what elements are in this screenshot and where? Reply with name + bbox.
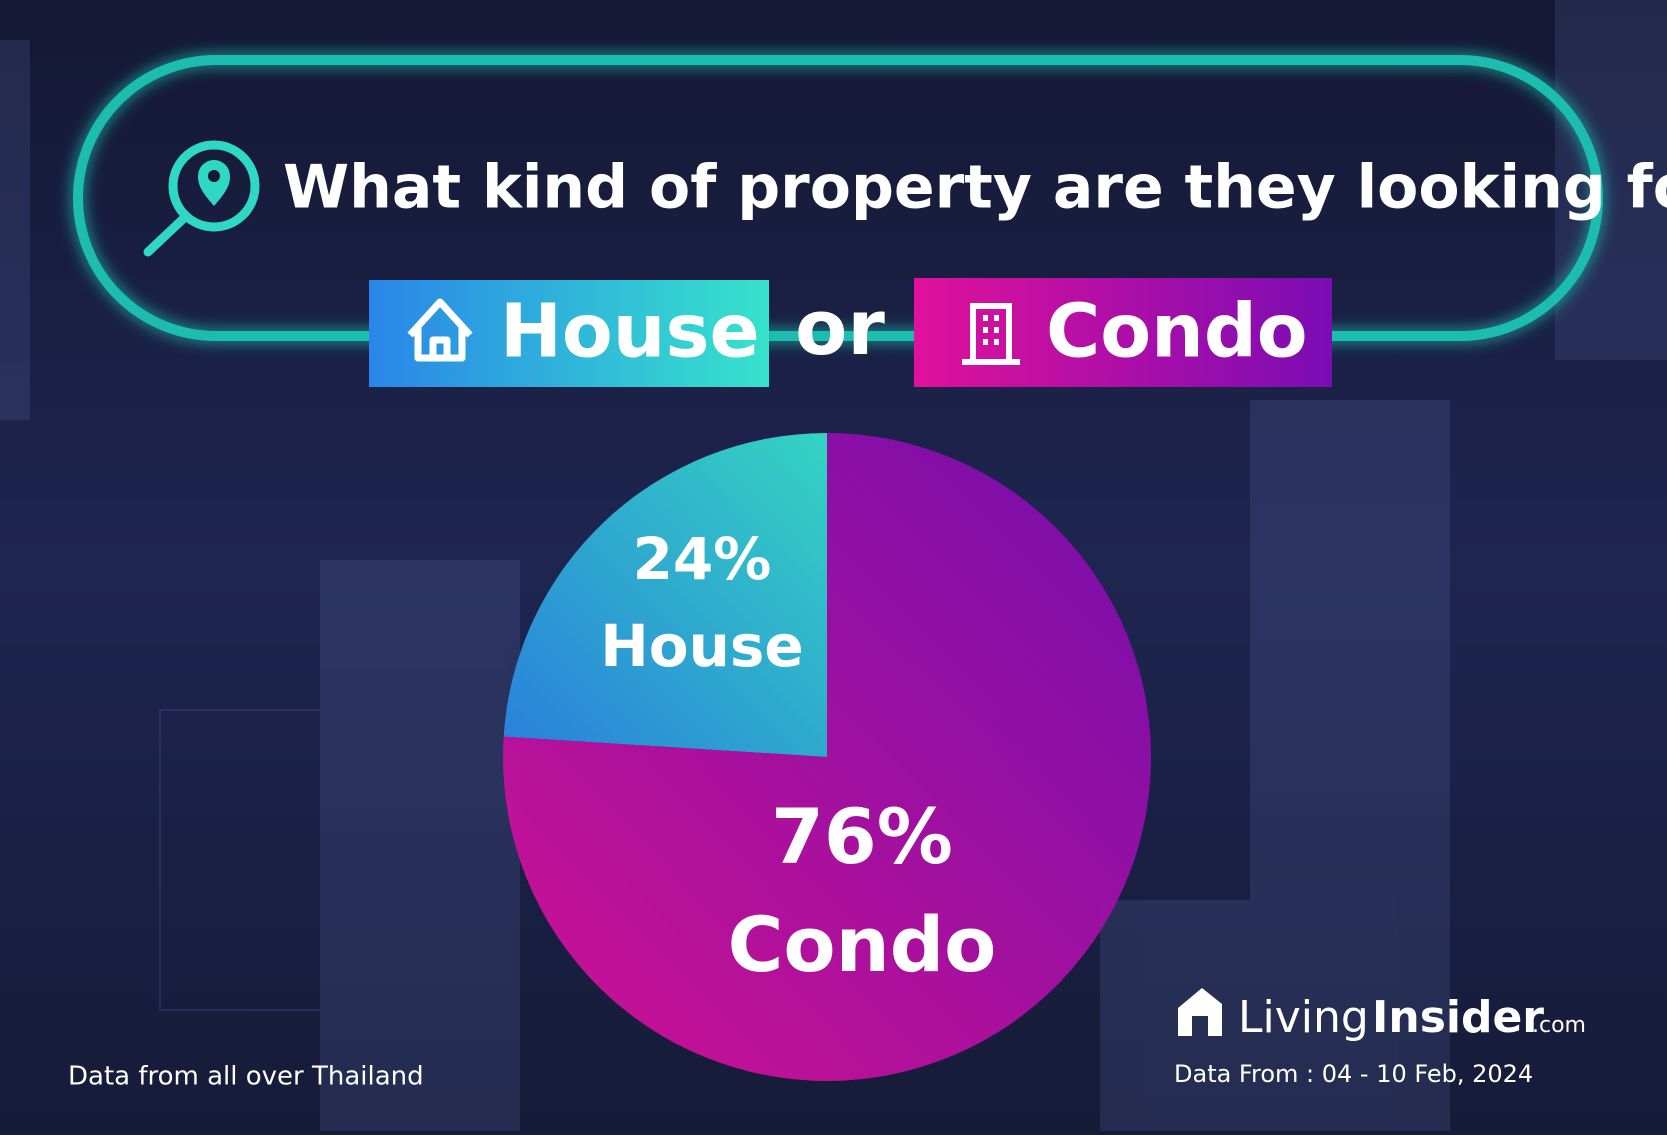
building-icon	[962, 303, 1020, 365]
slice-value-label: 76%	[771, 792, 953, 881]
slice-value-label: 24%	[633, 525, 772, 593]
title-frame	[73, 55, 1603, 341]
date-range: Data From : 04 - 10 Feb, 2024	[1174, 1060, 1533, 1088]
pie-slice	[503, 433, 1152, 1081]
pie: 24% House 76% Condo	[503, 433, 1152, 1081]
footnote: Data from all over Thailand	[68, 1062, 424, 1092]
pie-slice	[503, 433, 827, 757]
slice-category-label: House	[600, 612, 804, 680]
condo-badge-label: Condo	[1046, 289, 1308, 375]
logo-part2: Insider	[1372, 992, 1544, 1043]
house-badge-label: House	[500, 289, 760, 375]
house-icon	[407, 298, 473, 362]
logo: Living Insider .com	[1178, 988, 1586, 1043]
logo-suffix: .com	[1532, 1013, 1586, 1038]
logo-part1: Living	[1238, 992, 1369, 1043]
house-badge	[369, 280, 769, 387]
title: What kind of property are they looking f…	[283, 153, 1667, 223]
search-icon	[143, 140, 260, 257]
connector: or	[795, 283, 885, 372]
slice-category-label: Condo	[728, 900, 997, 989]
